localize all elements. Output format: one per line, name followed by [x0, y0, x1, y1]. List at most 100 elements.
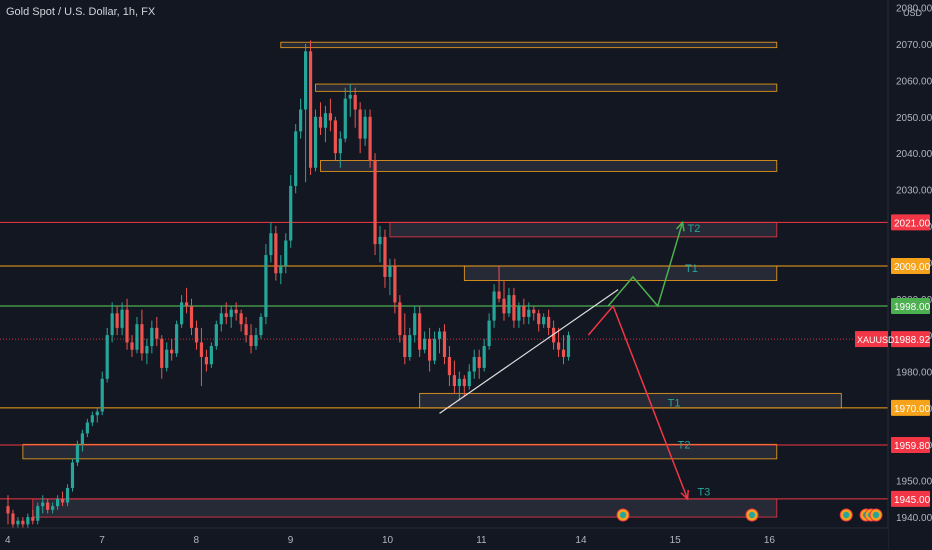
- candle-body: [264, 255, 268, 317]
- candle: [522, 298, 526, 325]
- candle-body: [294, 131, 298, 186]
- event-markers: [616, 508, 883, 522]
- candle: [447, 346, 452, 387]
- candle: [80, 429, 84, 452]
- price-zone: [280, 41, 778, 49]
- candle-body: [373, 160, 377, 245]
- candle-body: [308, 51, 313, 168]
- candle-body: [75, 444, 80, 463]
- price-label-text: 1988.92: [894, 335, 931, 346]
- candle: [457, 371, 461, 401]
- candle-body: [11, 513, 15, 525]
- candle-body: [229, 309, 233, 317]
- candle: [467, 364, 471, 390]
- candle: [229, 306, 233, 328]
- candle-body: [234, 309, 238, 314]
- candle: [234, 302, 238, 321]
- price-tick-label: 2030.00: [896, 186, 932, 197]
- time-tick-label: 15: [670, 535, 682, 546]
- candle-body: [299, 109, 303, 132]
- candle: [199, 327, 204, 387]
- time-tick-label: 8: [193, 535, 199, 546]
- candle-body: [56, 498, 60, 507]
- candle: [566, 331, 571, 361]
- candle-body: [318, 116, 323, 128]
- candle: [353, 87, 357, 128]
- candle-body: [437, 331, 442, 339]
- event-marker-dot: [843, 511, 850, 519]
- price-label-text: 1959.80: [894, 441, 931, 452]
- candle-body: [125, 309, 129, 343]
- candle: [487, 313, 491, 350]
- candle: [16, 517, 20, 528]
- price-axis: 1940.001950.001960.001970.001980.001990.…: [887, 0, 932, 550]
- candle-body: [507, 295, 511, 314]
- candle: [343, 87, 347, 143]
- candle-body: [413, 313, 417, 336]
- candle-body: [353, 94, 357, 110]
- candle-body: [160, 338, 164, 368]
- candle: [115, 306, 119, 336]
- price-tick-label: 2040.00: [896, 149, 932, 160]
- candle: [51, 502, 55, 514]
- candle: [165, 342, 169, 372]
- price-tick-label: 2050.00: [896, 113, 932, 124]
- candle: [75, 440, 80, 467]
- candle-body: [16, 520, 20, 525]
- candle-body: [561, 349, 566, 357]
- candle-body: [378, 236, 382, 245]
- candle: [358, 102, 362, 154]
- target-label: T2: [688, 223, 701, 235]
- time-tick-label: 10: [382, 535, 394, 546]
- candle-body: [289, 185, 293, 241]
- candle: [472, 349, 476, 379]
- chart-title: Gold Spot / U.S. Dollar, 1h, FX: [6, 6, 156, 18]
- candle-body: [552, 327, 556, 343]
- candle: [284, 233, 288, 274]
- candle: [462, 375, 466, 397]
- candle: [388, 258, 392, 296]
- candle: [56, 495, 60, 510]
- event-marker-dot: [619, 511, 627, 519]
- candle: [41, 495, 45, 514]
- candle-body: [170, 349, 174, 354]
- candle: [214, 320, 218, 350]
- price-tick-label: 2060.00: [896, 76, 932, 87]
- target-label: T2: [678, 439, 691, 451]
- candle-body: [65, 487, 70, 503]
- candle-body: [492, 291, 496, 321]
- candle-body: [313, 116, 318, 168]
- candle: [304, 44, 308, 183]
- price-tick-label: 1940.00: [896, 513, 932, 524]
- candle-body: [70, 462, 75, 488]
- candle: [373, 153, 377, 256]
- price-label-box: [891, 258, 930, 274]
- candle: [442, 324, 447, 365]
- candle: [269, 222, 273, 263]
- candle-body: [110, 313, 114, 336]
- candle-body: [100, 378, 104, 412]
- candle-body: [343, 98, 347, 139]
- candle-body: [403, 335, 407, 357]
- price-zone: [22, 443, 778, 460]
- bearish-projection-arrow: [587, 304, 690, 501]
- candle: [527, 302, 531, 325]
- candle: [184, 287, 189, 314]
- candle: [323, 105, 328, 143]
- candle: [348, 84, 352, 117]
- price-label-box: [891, 214, 930, 231]
- price-label-text: 2021.00: [894, 218, 931, 229]
- candle: [418, 306, 422, 357]
- candle: [289, 175, 293, 248]
- time-tick-label: 4: [5, 535, 11, 546]
- candle: [432, 331, 437, 365]
- candle: [452, 360, 456, 394]
- candle: [254, 327, 258, 350]
- candle-body: [51, 506, 55, 510]
- price-zone: [315, 83, 778, 92]
- target-label: T1: [668, 397, 681, 409]
- price-zone: [463, 265, 778, 281]
- candle: [299, 98, 303, 139]
